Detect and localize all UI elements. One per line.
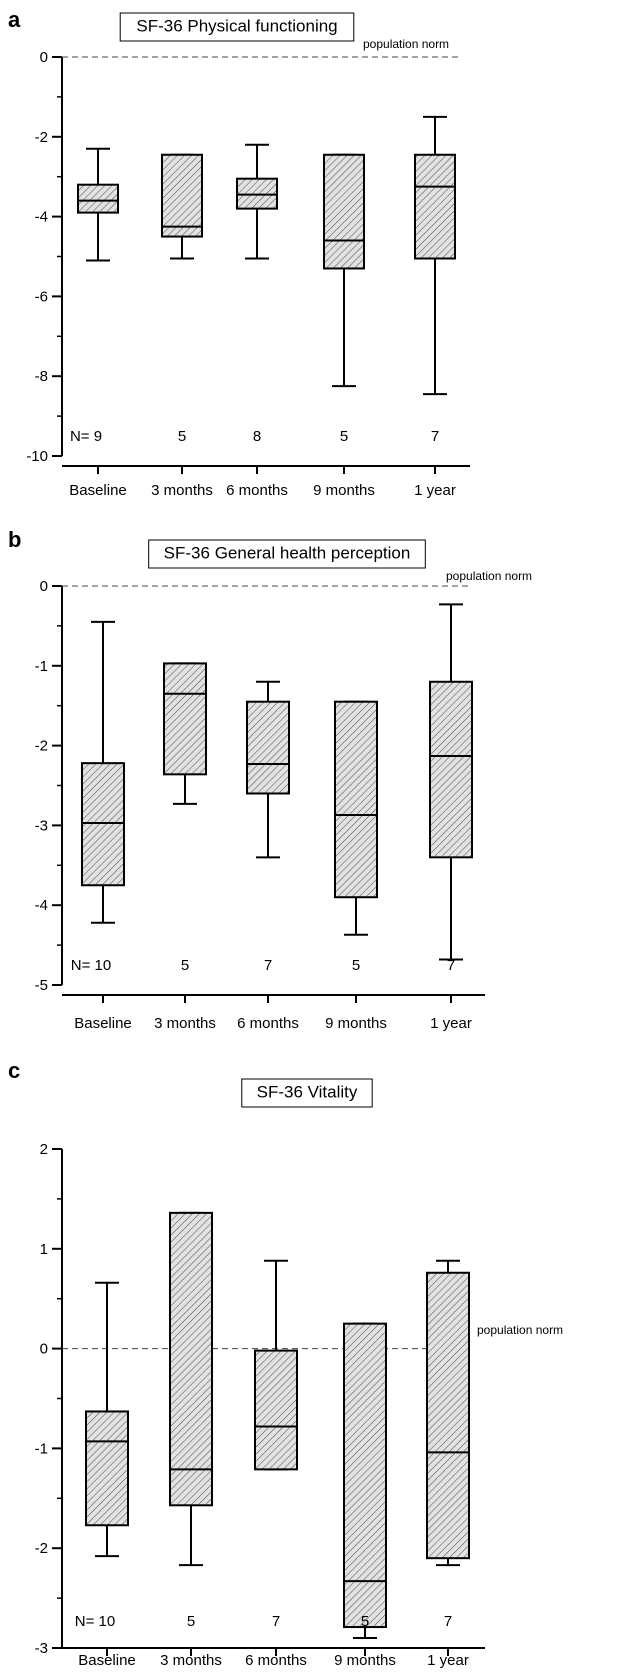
n-label: 7 xyxy=(264,957,272,974)
box-iqr xyxy=(414,153,456,260)
category-label: 9 months xyxy=(325,1015,387,1032)
category-label: Baseline xyxy=(74,1015,132,1032)
panel-letter: b xyxy=(8,527,21,552)
n-label: 5 xyxy=(181,957,189,974)
y-tick-label: -2 xyxy=(35,129,48,146)
chart-title-frame xyxy=(119,12,355,42)
category-label: 3 months xyxy=(160,1652,222,1669)
y-tick-label: -3 xyxy=(35,817,48,834)
chart-title-text: SF-36 Physical functioning xyxy=(136,16,337,35)
box-iqr xyxy=(85,1410,129,1527)
box-2 xyxy=(163,662,207,805)
category-label: 9 months xyxy=(313,482,375,499)
y-tick-label: -2 xyxy=(35,1540,48,1557)
box-4 xyxy=(343,1322,387,1640)
n-label: 8 xyxy=(253,428,261,445)
box-iqr xyxy=(77,183,119,214)
population-norm-label: population norm xyxy=(446,569,532,583)
chart-title: SF-36 Vitality xyxy=(241,1078,373,1108)
box-3 xyxy=(236,143,278,260)
category-label: 1 year xyxy=(414,482,456,499)
box-1 xyxy=(77,147,119,262)
y-tick-label: 0 xyxy=(40,578,48,595)
panel-letter: a xyxy=(8,7,21,32)
y-tick-label: 1 xyxy=(40,1241,48,1258)
box-5 xyxy=(426,1259,470,1567)
y-tick-label: -4 xyxy=(35,209,48,226)
n-label: 7 xyxy=(444,1613,452,1630)
chart-title-text: SF-36 General health perception xyxy=(164,543,411,562)
panel-a: a SF-36 Physical functioning 0 -2 -4 -6 -8 -10 p… xyxy=(8,7,470,499)
population-norm-label: population norm xyxy=(477,1323,563,1337)
category-label: Baseline xyxy=(69,482,127,499)
n-label: N= 9 xyxy=(70,428,102,445)
chart-title-frame xyxy=(148,539,426,569)
y-tick-label: -8 xyxy=(35,368,48,385)
n-label: 7 xyxy=(447,957,455,974)
box-iqr xyxy=(169,1211,213,1507)
box-iqr xyxy=(323,153,365,270)
box-iqr xyxy=(426,1271,470,1560)
y-tick-label: -5 xyxy=(35,977,48,994)
n-label: 5 xyxy=(352,957,360,974)
n-label: N= 10 xyxy=(71,957,111,974)
panel-c: c SF-36 Vitality 2 1 0 -1 -2 -3 population norm N… xyxy=(8,1058,563,1669)
box-1 xyxy=(85,1281,129,1558)
n-label: 5 xyxy=(340,428,348,445)
category-label: Baseline xyxy=(78,1652,136,1669)
y-tick-label: 2 xyxy=(40,1141,48,1158)
panel-b: b SF-36 General health perception 0 -1 -2 -3 -… xyxy=(8,527,532,1032)
population-norm-label: population norm xyxy=(363,37,449,51)
box-2 xyxy=(169,1211,213,1567)
y-tick-label: -3 xyxy=(35,1640,48,1657)
y-tick-label: -4 xyxy=(35,897,48,914)
box-iqr xyxy=(429,680,473,859)
box-iqr xyxy=(254,1349,298,1471)
chart-title: SF-36 General health perception xyxy=(148,539,426,569)
y-tick-label: -1 xyxy=(35,658,48,675)
box-2 xyxy=(161,153,203,260)
box-5 xyxy=(429,603,473,961)
box-4 xyxy=(323,153,365,388)
y-tick-label: -1 xyxy=(35,1440,48,1457)
category-label: 9 months xyxy=(334,1652,396,1669)
category-label: 1 year xyxy=(430,1015,472,1032)
n-label: 5 xyxy=(187,1613,195,1630)
category-label: 6 months xyxy=(237,1015,299,1032)
box-4 xyxy=(334,700,378,936)
y-tick-label: -10 xyxy=(26,448,48,465)
n-label: 7 xyxy=(431,428,439,445)
box-iqr xyxy=(343,1322,387,1629)
chart-title-text: SF-36 Vitality xyxy=(257,1082,358,1101)
category-label: 6 months xyxy=(245,1652,307,1669)
category-label: 3 months xyxy=(151,482,213,499)
box-3 xyxy=(254,1259,298,1471)
box-iqr xyxy=(161,153,203,238)
box-5 xyxy=(414,115,456,396)
category-label: 6 months xyxy=(226,482,288,499)
box-1 xyxy=(81,620,125,924)
n-label: 7 xyxy=(272,1613,280,1630)
panel-letter: c xyxy=(8,1058,20,1083)
category-label: 1 year xyxy=(427,1652,469,1669)
n-label: 5 xyxy=(361,1613,369,1630)
box-iqr xyxy=(81,762,125,887)
y-tick-label: -6 xyxy=(35,288,48,305)
category-label: 3 months xyxy=(154,1015,216,1032)
chart-title-frame xyxy=(241,1078,373,1108)
box-3 xyxy=(246,680,290,859)
box-iqr xyxy=(246,700,290,795)
n-label: N= 10 xyxy=(75,1613,115,1630)
chart-title: SF-36 Physical functioning xyxy=(119,12,355,42)
n-label: 5 xyxy=(178,428,186,445)
y-tick-label: 0 xyxy=(40,49,48,66)
y-tick-label: -2 xyxy=(35,738,48,755)
box-iqr xyxy=(334,700,378,899)
y-tick-label: 0 xyxy=(40,1341,48,1358)
box-iqr xyxy=(163,662,207,776)
